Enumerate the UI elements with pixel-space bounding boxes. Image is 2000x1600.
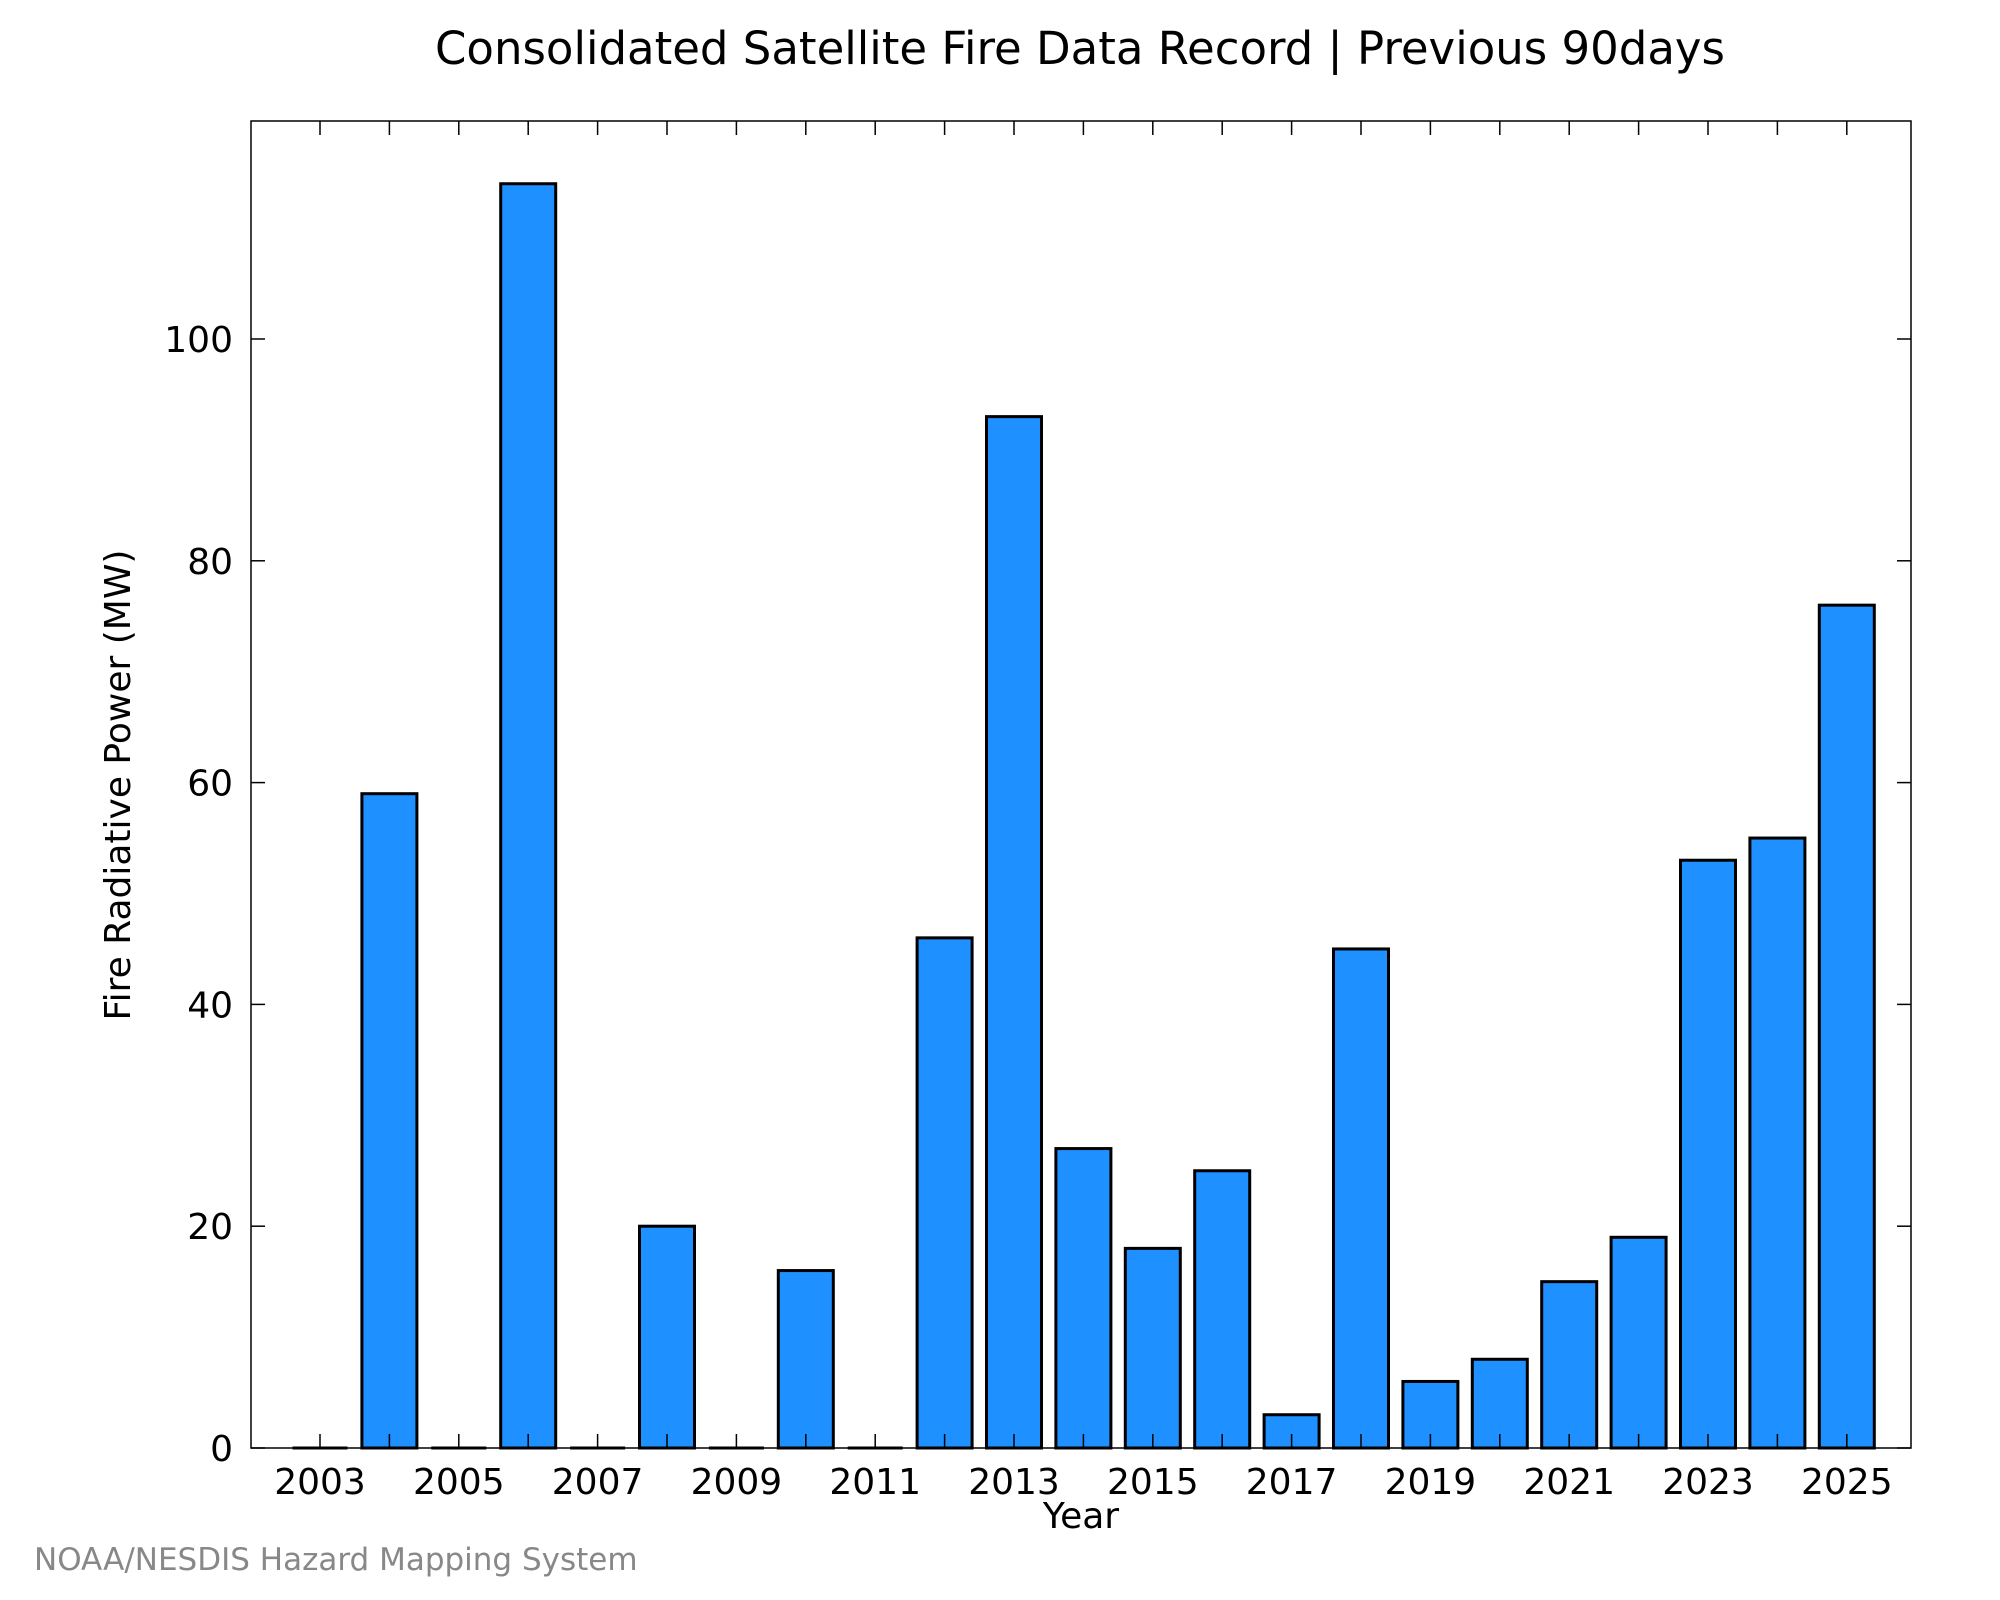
chart-title: Consolidated Satellite Fire Data Record … — [435, 22, 1725, 75]
x-tick-label-2019: 2019 — [1385, 1462, 1477, 1503]
bar-2024 — [1748, 836, 1807, 1450]
y-tick-label-80: 80 — [187, 542, 233, 583]
bar-2014 — [1054, 1147, 1113, 1450]
bar-2006 — [499, 182, 558, 1450]
bar-2013 — [985, 415, 1043, 1450]
bar-2018 — [1332, 947, 1390, 1450]
x-tick-label-2009: 2009 — [691, 1462, 783, 1503]
credit-text: NOAA/NESDIS Hazard Mapping System — [34, 1542, 638, 1578]
x-tick-label-2017: 2017 — [1246, 1462, 1338, 1503]
bar-2020 — [1470, 1357, 1529, 1450]
plot-frame — [250, 120, 1912, 1449]
bar-2015 — [1123, 1246, 1182, 1450]
bar-2012 — [915, 936, 974, 1450]
x-tick-label-2015: 2015 — [1107, 1462, 1199, 1503]
x-tick-label-2013: 2013 — [968, 1462, 1060, 1503]
ticks-group — [251, 121, 1911, 1449]
y-tick-label-40: 40 — [187, 985, 233, 1026]
bar-2021 — [1540, 1280, 1599, 1450]
y-tick-label-0: 0 — [210, 1429, 233, 1470]
x-tick-label-2021: 2021 — [1523, 1462, 1615, 1503]
x-tick-label-2003: 2003 — [274, 1462, 366, 1503]
x-tick-label-2011: 2011 — [829, 1462, 921, 1503]
y-tick-label-60: 60 — [187, 764, 233, 805]
y-tick-labels: 0 20 40 60 80 100 — [164, 320, 233, 1470]
bar-2022 — [1609, 1235, 1668, 1450]
bars-group — [292, 182, 1876, 1450]
bar-2010 — [776, 1269, 835, 1450]
y-axis-label: Fire Radiative Power (MW) — [98, 550, 139, 1021]
y-tick-label-100: 100 — [164, 320, 233, 361]
x-axis-label: Year — [1042, 1496, 1119, 1537]
bar-2016 — [1193, 1169, 1252, 1450]
x-tick-label-2007: 2007 — [552, 1462, 644, 1503]
bar-2025 — [1817, 603, 1876, 1450]
x-tick-labels: 2003 2005 2007 2009 2011 2013 2015 2017 2019 2021… — [274, 1462, 1892, 1503]
bar-2008 — [638, 1224, 696, 1450]
y-tick-label-20: 20 — [187, 1207, 233, 1248]
x-tick-label-2005: 2005 — [413, 1462, 505, 1503]
x-tick-label-2025: 2025 — [1801, 1462, 1893, 1503]
x-tick-label-2023: 2023 — [1662, 1462, 1754, 1503]
bar-2023 — [1679, 858, 1737, 1450]
bar-2004 — [360, 792, 419, 1450]
